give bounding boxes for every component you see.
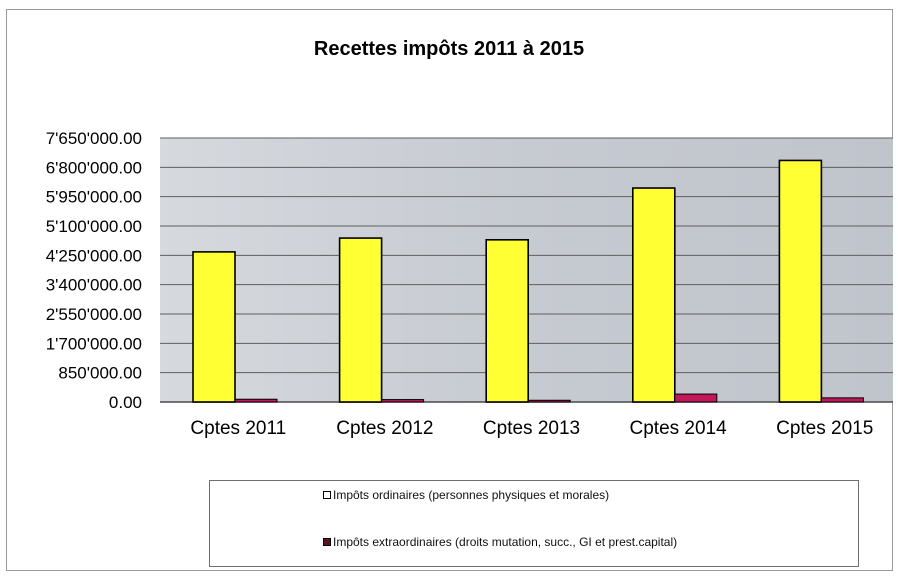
legend-item-extraordinary: Impôts extraordinaires (droits mutation,… xyxy=(323,535,677,549)
legend-swatch-ordinary xyxy=(323,491,331,499)
bar-ordinary xyxy=(778,159,823,403)
y-axis: 0.00 850'000.00 1'700'000.00 2'550'000.00 3'… xyxy=(46,129,142,412)
y-tick-label: 6'800'000.00 xyxy=(46,158,142,177)
bar-ordinary xyxy=(338,237,383,403)
legend: Impôts ordinaires (personnes physiques e… xyxy=(209,480,859,567)
bar-extraordinary xyxy=(381,399,425,403)
bar-ordinary xyxy=(192,251,236,403)
bar-extraordinary xyxy=(674,393,718,403)
x-tick-label: Cptes 2011 xyxy=(190,418,286,439)
y-tick-label: 5'950'000.00 xyxy=(46,188,142,207)
x-tick-label: Cptes 2014 xyxy=(630,418,728,439)
bar-extraordinary xyxy=(527,399,571,403)
y-tick-label: 7'650'000.00 xyxy=(46,129,142,148)
y-tick-label: 1'700'000.00 xyxy=(46,334,142,353)
y-tick-label: 3'400'000.00 xyxy=(46,276,142,295)
x-tick-label: Cptes 2013 xyxy=(483,418,580,439)
legend-label-ordinary: Impôts ordinaires (personnes physiques e… xyxy=(333,488,610,502)
x-tick-label: Cptes 2012 xyxy=(336,418,433,439)
legend-label-extraordinary: Impôts extraordinaires (droits mutation,… xyxy=(333,535,678,549)
x-tick-label: Cptes 2015 xyxy=(776,418,873,439)
bar-ordinary xyxy=(631,187,676,403)
bars xyxy=(192,159,864,403)
y-tick-label: 2'550'000.00 xyxy=(46,305,142,324)
bar-extraordinary xyxy=(820,397,864,403)
bar-extraordinary xyxy=(234,398,278,403)
legend-swatch-extraordinary xyxy=(323,538,331,546)
bar-ordinary xyxy=(485,239,530,403)
y-tick-label: 0.00 xyxy=(109,393,142,412)
legend-item-ordinary: Impôts ordinaires (personnes physiques e… xyxy=(323,488,609,502)
x-axis: Cptes 2011 Cptes 2012 Cptes 2013 Cptes 2014… xyxy=(190,418,873,439)
y-tick-label: 850'000.00 xyxy=(58,364,142,383)
y-tick-label: 5'100'000.00 xyxy=(46,217,142,236)
chart-title: Recettes impôts 2011 à 2015 xyxy=(313,38,585,60)
y-tick-label: 4'250'000.00 xyxy=(46,246,142,265)
